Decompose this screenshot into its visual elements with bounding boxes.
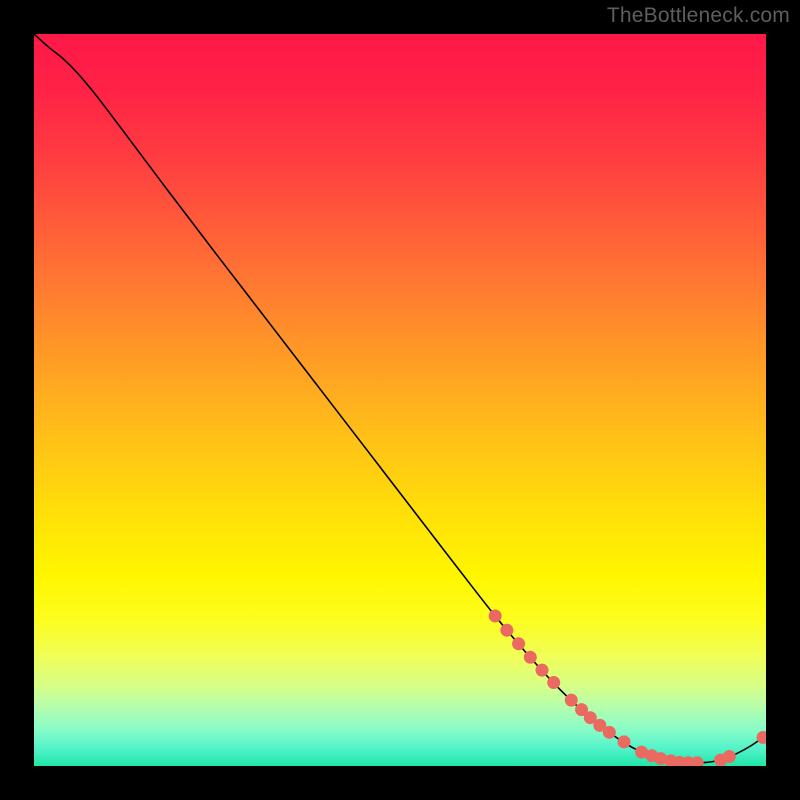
marker-point [536, 664, 548, 676]
marker-point [691, 757, 703, 766]
chart-container: TheBottleneck.com [0, 0, 800, 800]
marker-point [501, 624, 513, 636]
marker-point [723, 750, 735, 762]
marker-point [548, 677, 560, 689]
marker-point [757, 731, 766, 743]
marker-point [618, 736, 630, 748]
marker-point [565, 694, 577, 706]
marker-point [513, 638, 525, 650]
bottleneck-plot [34, 34, 766, 766]
marker-point [524, 651, 536, 663]
marker-point [489, 610, 501, 622]
attribution-text: TheBottleneck.com [607, 4, 790, 28]
plot-background [34, 34, 766, 766]
marker-point [603, 726, 615, 738]
